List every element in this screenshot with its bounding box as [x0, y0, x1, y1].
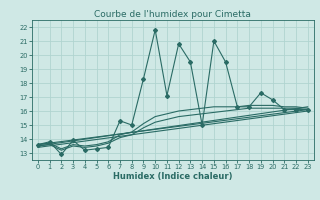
Title: Courbe de l'humidex pour Cimetta: Courbe de l'humidex pour Cimetta: [94, 10, 251, 19]
X-axis label: Humidex (Indice chaleur): Humidex (Indice chaleur): [113, 172, 233, 181]
